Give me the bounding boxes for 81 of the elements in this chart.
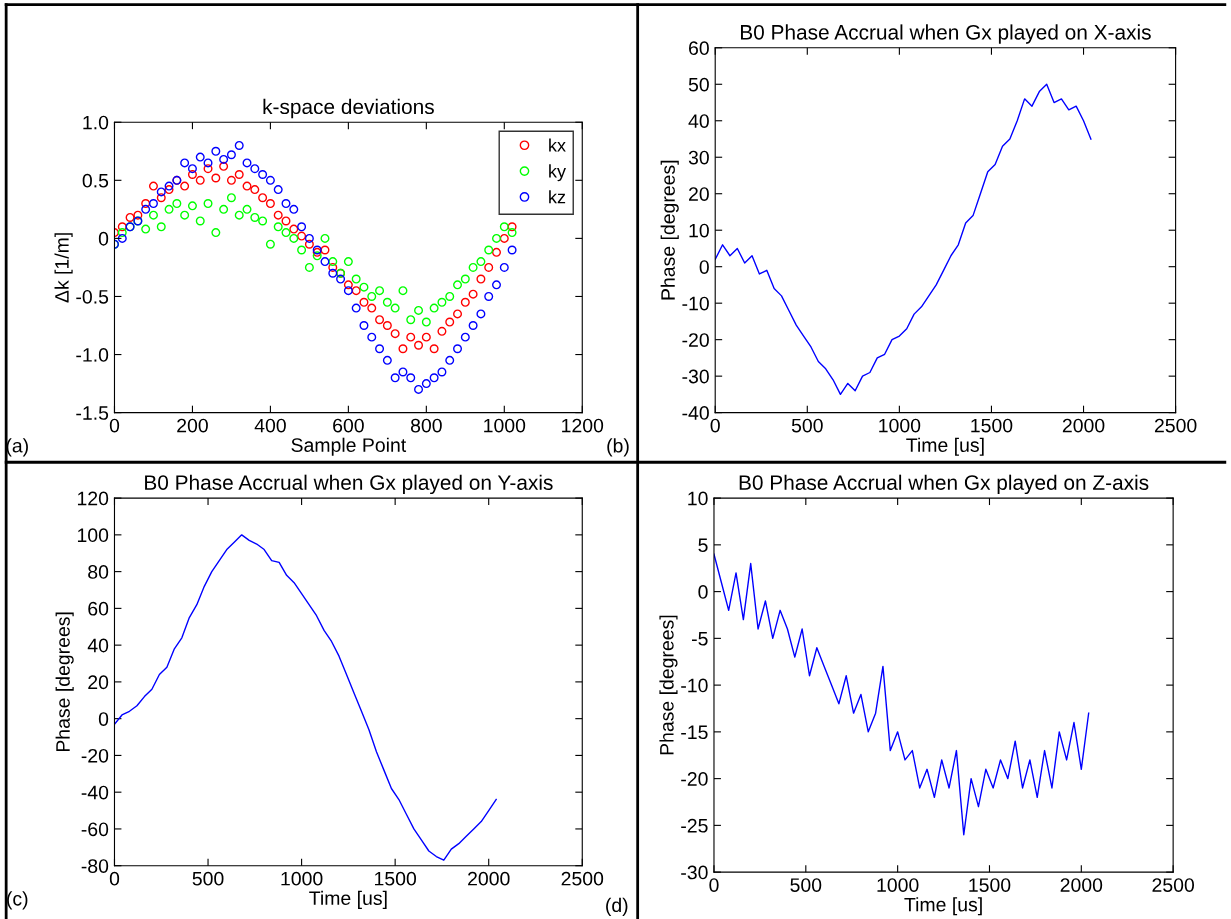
y-tick-label: 40 xyxy=(688,114,709,128)
y-tick-label: -10 xyxy=(681,678,708,693)
y-tick-label: 10 xyxy=(688,491,708,506)
y-tick-label: -15 xyxy=(681,725,708,740)
x-tick-label: 2000 xyxy=(468,871,510,886)
x-tick-label: 0 xyxy=(109,418,120,433)
y-tick-label: -5 xyxy=(692,632,708,646)
x-axis-title: Time [us] xyxy=(904,897,982,916)
y-tick-label: -0.5 xyxy=(76,289,109,304)
x-tick-label: 2500 xyxy=(1152,878,1195,892)
x-tick-label: 1500 xyxy=(375,871,417,886)
y-tick-label: 100 xyxy=(77,528,109,543)
y-tick-label: 80 xyxy=(88,565,109,579)
x-tick-label: 2500 xyxy=(561,871,604,886)
y-tick-label: -20 xyxy=(681,772,708,786)
y-axis-title: Phase [degrees] xyxy=(55,612,74,752)
y-tick-label: -40 xyxy=(682,406,709,420)
text: (b) xyxy=(607,438,629,457)
y-tick-label: -10 xyxy=(682,296,709,311)
y-tick-label: -20 xyxy=(682,333,709,347)
y-axis-title: Phase [degrees] xyxy=(659,615,678,755)
chart-title: B0 Phase Accrual when Gx played on Y-axis xyxy=(145,474,553,495)
y-tick-label: 5 xyxy=(698,538,708,553)
y-tick-label: 120 xyxy=(77,491,109,506)
x-tick-label: 2000 xyxy=(1060,878,1103,892)
y-axis-title: Phase [degrees] xyxy=(660,160,679,300)
x-tick-label: 500 xyxy=(790,878,822,892)
x-tick-label: 0 xyxy=(709,878,719,892)
legend-label: kz xyxy=(549,190,566,204)
y-tick-label: 60 xyxy=(689,41,709,56)
y-tick-label: -30 xyxy=(681,865,708,880)
y-axis-title: Δk [1/m] xyxy=(54,233,73,303)
x-tick-label: 800 xyxy=(410,418,442,433)
y-tick-label: 50 xyxy=(688,77,709,92)
y-tick-label: -40 xyxy=(81,785,109,800)
chart-title: B0 Phase Accrual when Gx played on X-axis xyxy=(740,24,1151,44)
y-tick-label: 30 xyxy=(688,150,709,165)
y-tick-label: 1.0 xyxy=(83,115,109,130)
y-tick-label: 60 xyxy=(88,601,109,616)
x-tick-label: 500 xyxy=(791,418,823,433)
x-tick-label: 500 xyxy=(192,871,224,886)
x-tick-label: 600 xyxy=(333,418,364,433)
y-tick-label: -80 xyxy=(81,859,109,873)
x-tick-label: 1500 xyxy=(969,878,1011,892)
y-tick-label: 20 xyxy=(88,675,109,690)
text: (a) xyxy=(6,438,28,457)
x-tick-label: 1000 xyxy=(484,418,526,433)
x-tick-label: 200 xyxy=(177,418,208,433)
y-tick-label: 40 xyxy=(87,638,109,653)
y-tick-label: -20 xyxy=(81,748,109,763)
x-tick-label: 0 xyxy=(109,871,120,886)
x-axis-title: Time [us] xyxy=(906,437,984,456)
y-tick-label: 0.5 xyxy=(82,173,109,188)
legend-label: kx xyxy=(549,138,566,152)
text: (d) xyxy=(606,897,628,916)
y-tick-label: 10 xyxy=(689,223,709,238)
y-tick-label: 0 xyxy=(698,585,708,599)
x-tick-label: 1000 xyxy=(281,871,323,886)
y-tick-label: -25 xyxy=(681,818,708,833)
y-tick-label: -30 xyxy=(682,369,709,384)
y-tick-label: -1.0 xyxy=(76,348,109,362)
y-tick-label: 20 xyxy=(689,187,709,201)
x-tick-label: 1000 xyxy=(877,878,919,892)
x-tick-label: 2500 xyxy=(1154,418,1197,433)
x-axis-title: Time [us] xyxy=(309,890,387,909)
y-tick-label: 0 xyxy=(699,260,709,274)
x-tick-label: 0 xyxy=(710,418,720,433)
x-tick-label: 1000 xyxy=(879,418,921,433)
text: (c) xyxy=(7,891,28,910)
y-tick-label: 0 xyxy=(98,712,109,726)
x-axis-title: Sample Point xyxy=(291,437,407,456)
chart-title: k-space deviations xyxy=(263,98,434,119)
y-tick-label: -1.5 xyxy=(76,406,109,420)
x-tick-label: 1200 xyxy=(562,418,604,433)
x-tick-label: 2000 xyxy=(1062,418,1105,433)
chart-title: B0 Phase Accrual when Gx played on Z-axis xyxy=(739,474,1149,495)
x-tick-label: 400 xyxy=(254,418,286,433)
x-tick-label: 1500 xyxy=(971,418,1013,433)
y-tick-label: -60 xyxy=(81,822,109,837)
y-tick-label: 0 xyxy=(98,231,109,246)
legend-label: ky xyxy=(549,164,566,182)
